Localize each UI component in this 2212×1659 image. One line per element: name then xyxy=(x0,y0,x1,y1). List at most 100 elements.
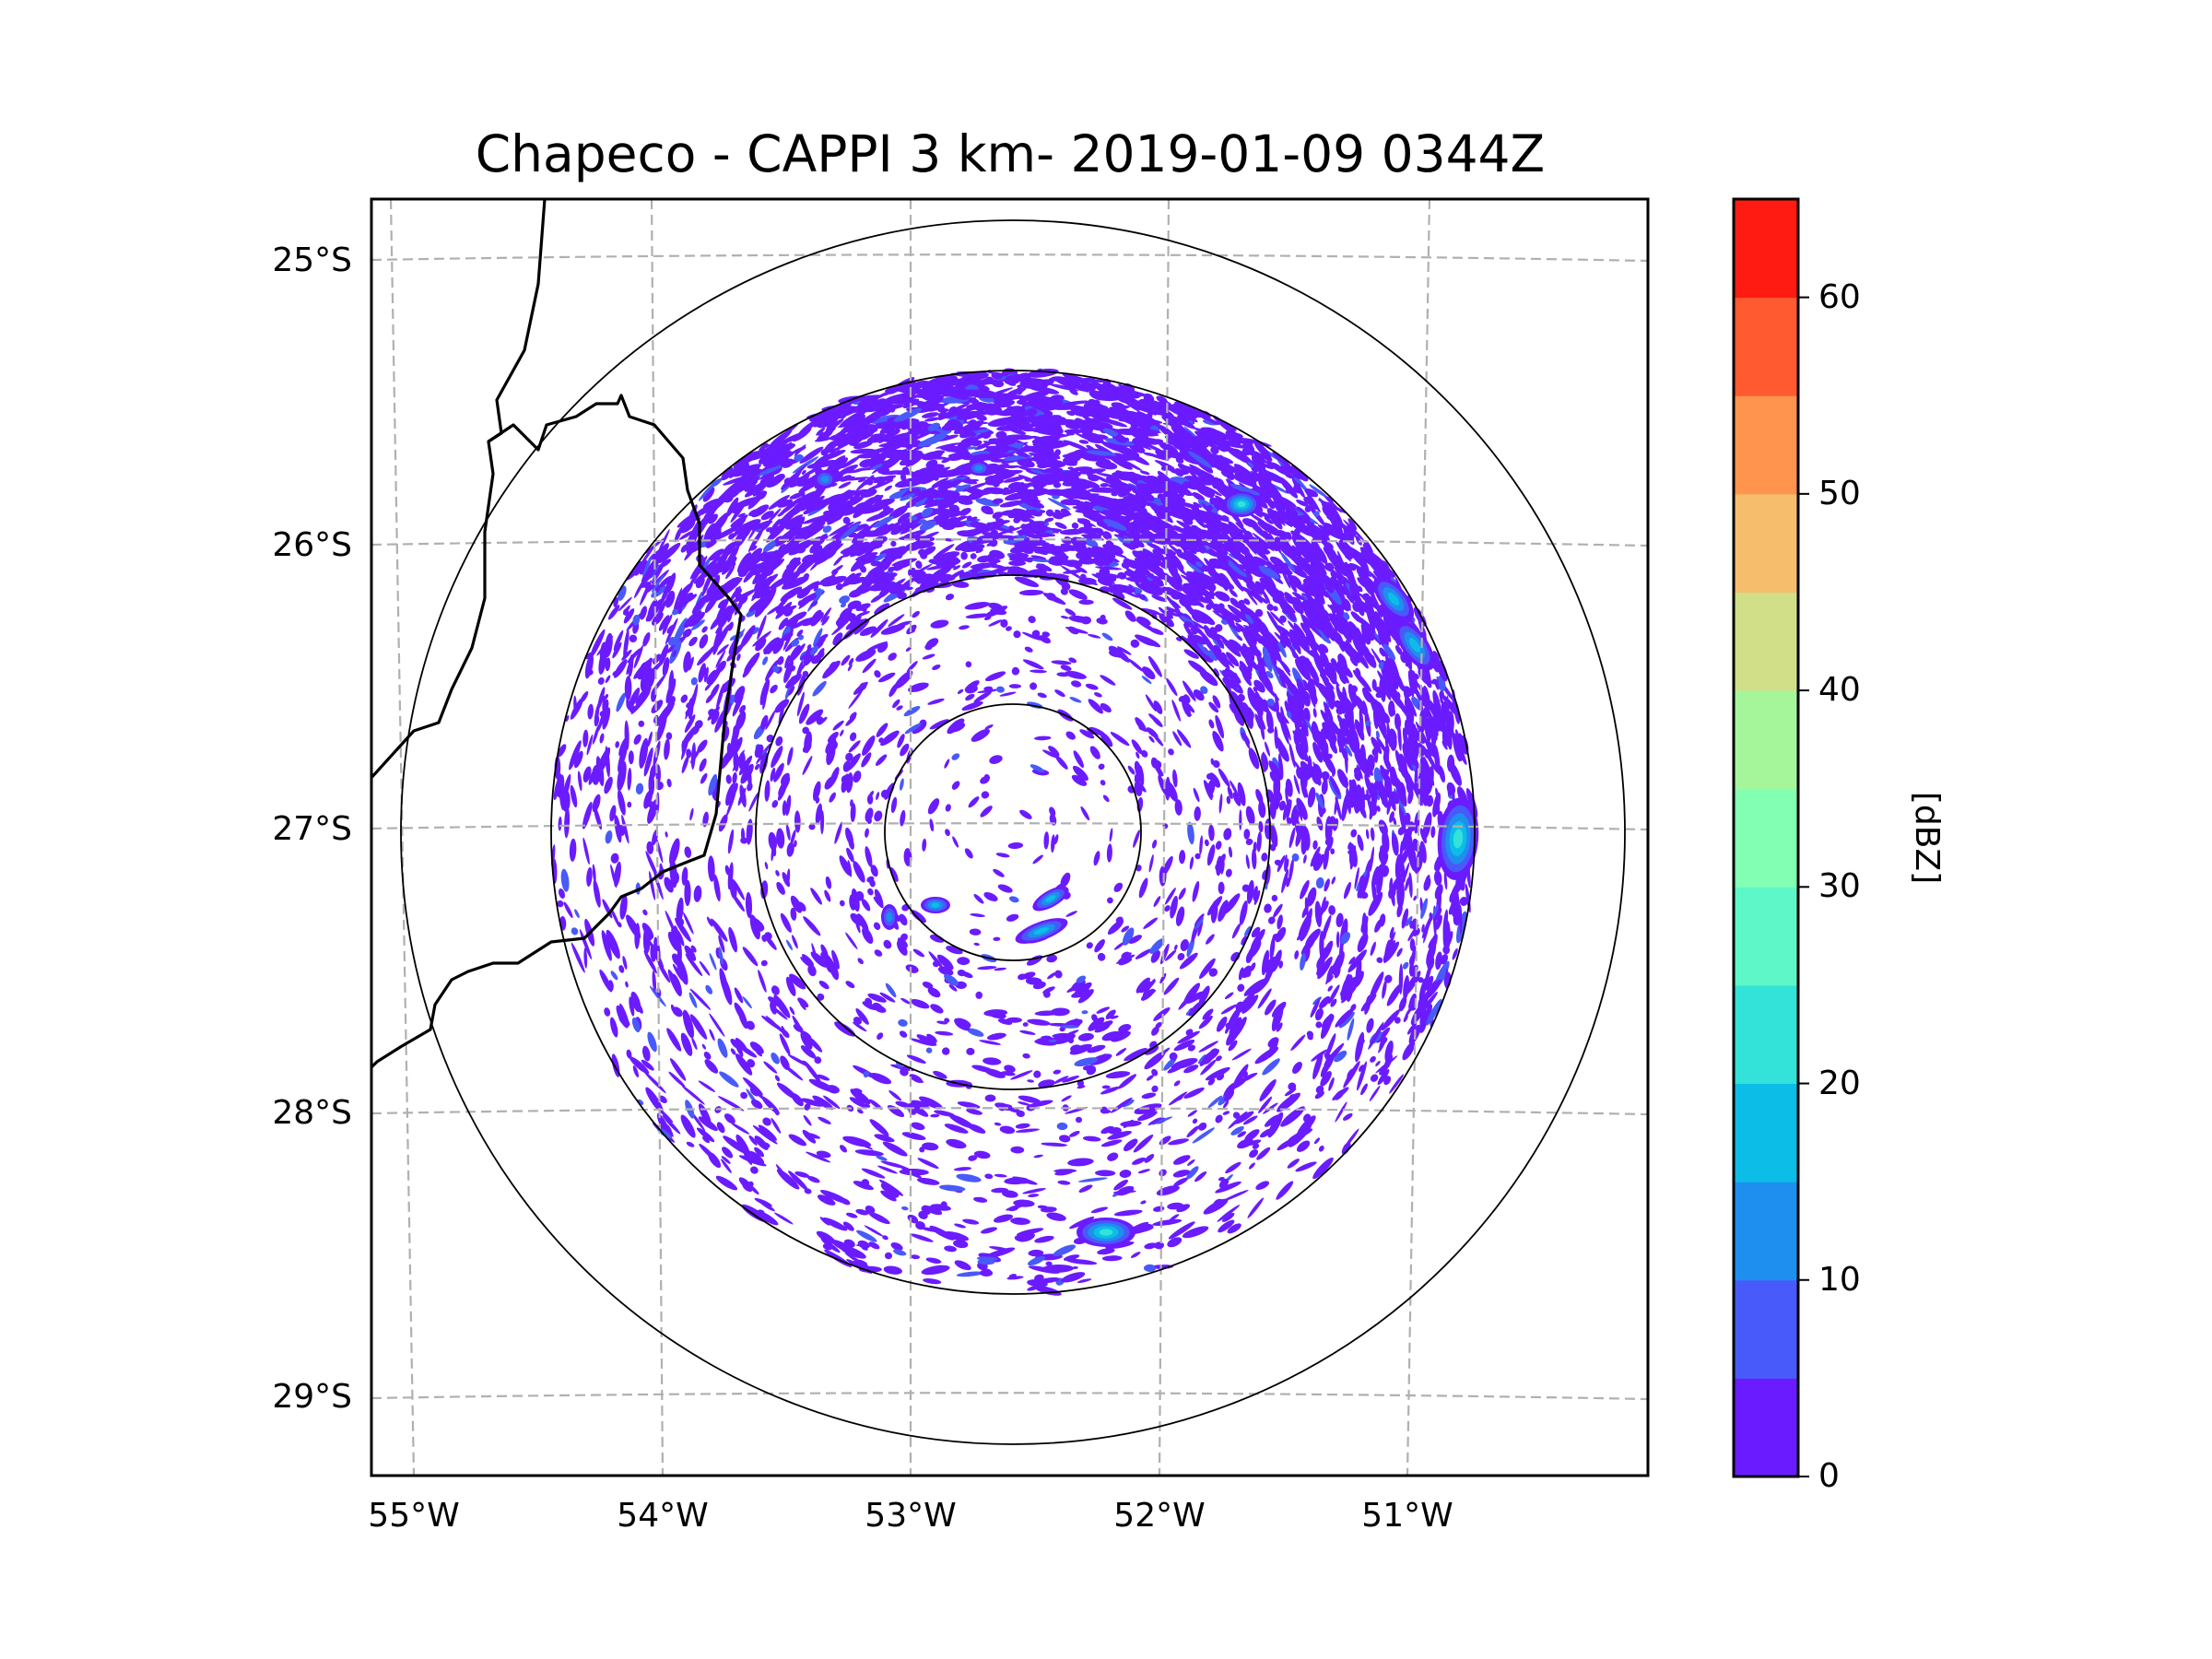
radar-echo xyxy=(956,1173,982,1182)
radar-echo xyxy=(812,680,827,697)
radar-echo xyxy=(1253,841,1257,853)
radar-echo xyxy=(1132,412,1151,420)
radar-echo xyxy=(823,1095,841,1110)
radar-echo xyxy=(612,641,622,659)
radar-echo xyxy=(1238,967,1244,981)
radar-echo xyxy=(1183,1065,1199,1074)
radar-echo xyxy=(772,638,784,654)
radar-echo xyxy=(1166,677,1178,697)
radar-echo xyxy=(779,497,803,515)
radar-echo xyxy=(1193,787,1200,803)
radar-echo xyxy=(1144,1242,1158,1250)
radar-echo xyxy=(1428,936,1436,948)
radar-echo xyxy=(982,1057,1002,1065)
radar-echo xyxy=(1215,714,1225,739)
radar-echo xyxy=(1258,820,1264,833)
radar-echo xyxy=(585,652,592,660)
radar-echo xyxy=(1015,1128,1040,1133)
radar-echo xyxy=(558,816,562,831)
radar-echo xyxy=(647,731,653,747)
radar-echo xyxy=(1365,829,1370,840)
radar-echo xyxy=(1192,492,1206,501)
radar-echo xyxy=(1173,1155,1191,1165)
radar-echo xyxy=(1256,1147,1271,1160)
radar-echo xyxy=(1266,610,1283,635)
radar-echo xyxy=(1215,1181,1241,1194)
radar-echo xyxy=(610,853,619,864)
radar-echo xyxy=(895,1100,911,1108)
radar-echo xyxy=(1398,802,1406,833)
radar-echo xyxy=(1137,1169,1151,1174)
radar-echo xyxy=(573,750,583,769)
radar-echo xyxy=(911,910,926,924)
radar-echo xyxy=(839,595,850,605)
radar-echo xyxy=(740,1091,748,1100)
radar-echo xyxy=(1022,1188,1046,1194)
radar-echo xyxy=(1273,903,1283,918)
radar-echo xyxy=(1101,1255,1123,1262)
radar-echo xyxy=(1343,1112,1353,1121)
radar-echo xyxy=(981,1227,997,1234)
radar-echo xyxy=(587,703,594,720)
radar-echo xyxy=(1041,1142,1068,1147)
radar-echo xyxy=(1078,440,1089,444)
radar-echo xyxy=(665,831,668,838)
radar-echo xyxy=(1139,470,1150,476)
radar-echo xyxy=(627,801,632,808)
radar-echo xyxy=(1128,658,1144,672)
radar-echo xyxy=(764,861,769,870)
radar-echo xyxy=(1194,806,1201,821)
radar-echo xyxy=(1232,1112,1241,1120)
radar-echo xyxy=(925,1047,933,1053)
radar-echo xyxy=(1223,1100,1230,1109)
radar-echo xyxy=(1192,1118,1198,1124)
radar-echo xyxy=(905,964,919,973)
radar-echo xyxy=(1178,991,1196,1010)
radar-echo xyxy=(1256,831,1262,853)
radar-echo xyxy=(1060,616,1069,619)
radar-echo xyxy=(722,1147,734,1159)
radar-echo xyxy=(840,729,844,736)
radar-echo xyxy=(1237,1131,1247,1138)
radar-echo xyxy=(1153,1006,1171,1021)
radar-echo xyxy=(1321,779,1328,795)
radar-echo xyxy=(1226,1024,1241,1046)
radar-echo xyxy=(737,1006,748,1030)
radar-echo xyxy=(1394,1017,1401,1024)
radar-echo xyxy=(839,1145,848,1153)
radar-echo xyxy=(857,478,866,483)
radar-echo xyxy=(802,726,810,735)
radar-echo xyxy=(1135,948,1152,959)
radar-echo xyxy=(1303,854,1307,864)
radar-echo xyxy=(790,907,797,921)
radar-echo xyxy=(605,830,613,844)
radar-echo xyxy=(708,1152,722,1169)
radar-echo xyxy=(777,655,784,665)
radar-echo xyxy=(724,865,730,876)
radar-echo xyxy=(1303,578,1312,591)
radar-echo xyxy=(1006,1017,1022,1023)
chart-title: Chapeco - CAPPI 3 km- 2019-01-09 0344Z xyxy=(475,124,1546,183)
radar-echo xyxy=(843,1239,855,1248)
radar-echo xyxy=(848,740,861,753)
radar-echo xyxy=(1225,1161,1241,1174)
radar-echo xyxy=(1200,1059,1217,1076)
radar-echo xyxy=(1266,499,1276,510)
radar-echo xyxy=(1096,472,1124,479)
radar-echo xyxy=(1183,694,1191,704)
radar-echo xyxy=(1151,1085,1159,1093)
radar-echo xyxy=(1206,934,1215,945)
radar-echo xyxy=(1331,877,1336,885)
radar-echo xyxy=(582,801,593,830)
radar-echo xyxy=(1191,586,1200,594)
radar-echo xyxy=(1017,399,1028,406)
radar-echo xyxy=(944,759,950,769)
radar-echo xyxy=(1300,557,1311,563)
radar-echo xyxy=(1405,916,1413,926)
radar-echo xyxy=(736,552,752,573)
radar-echo xyxy=(771,1117,782,1134)
radar-echo xyxy=(962,1218,980,1225)
radar-echo xyxy=(854,1149,884,1157)
radar-echo xyxy=(930,1113,940,1118)
